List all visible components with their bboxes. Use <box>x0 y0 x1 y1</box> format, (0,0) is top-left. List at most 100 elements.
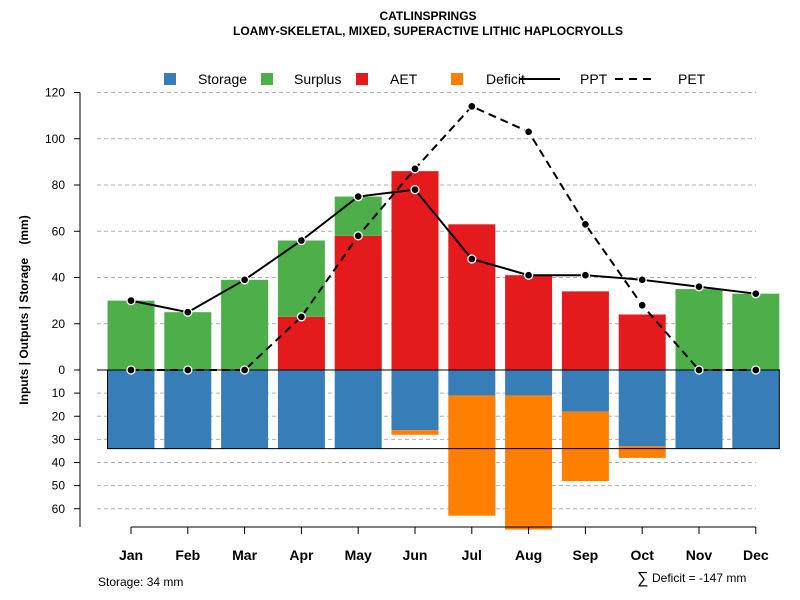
pet-point-apr <box>296 312 307 322</box>
ppt-point-nov <box>694 282 704 292</box>
y-tick-label: 60 <box>52 224 66 238</box>
bar-deficit-oct <box>618 446 666 458</box>
bar-surplus-jan <box>107 300 155 370</box>
pet-point-oct <box>637 300 647 310</box>
x-tick-label-mar: Mar <box>232 547 257 563</box>
bar-storage-aug <box>505 370 553 396</box>
ppt-point-feb <box>183 307 193 317</box>
ppt-point-jul <box>467 254 477 264</box>
bar-storage-jun <box>391 370 439 431</box>
bar-deficit-aug <box>505 395 553 530</box>
y-tick-label: 20 <box>52 317 66 331</box>
bar-storage-jan <box>107 370 155 449</box>
bar-aet-apr <box>277 316 325 370</box>
pet-point-may <box>353 231 363 241</box>
bar-deficit-jun <box>391 430 439 435</box>
bar-storage-dec <box>732 370 780 449</box>
x-tick-label-aug: Aug <box>515 547 542 563</box>
legend-aet-swatch <box>356 73 368 85</box>
bar-storage-sep <box>561 370 609 412</box>
y-tick-label: 40 <box>52 456 66 470</box>
ppt-point-dec <box>751 289 761 299</box>
deficit-note: Deficit = -147 mm <box>652 571 746 585</box>
bar-storage-apr <box>277 370 325 449</box>
bar-storage-jul <box>448 370 496 396</box>
ppt-point-apr <box>296 235 307 246</box>
y-tick-label: 120 <box>45 86 65 100</box>
ppt-point-sep <box>580 270 591 280</box>
ppt-point-oct <box>637 275 647 285</box>
y-tick-label: 100 <box>45 132 65 146</box>
bar-surplus-mar <box>221 279 269 370</box>
ppt-point-may <box>353 191 363 202</box>
bars <box>107 171 780 530</box>
x-tick-label-sep: Sep <box>573 547 599 563</box>
x-tick-label-feb: Feb <box>175 547 200 563</box>
ppt-line <box>130 188 756 314</box>
bar-surplus-apr <box>277 240 325 317</box>
pet-point-jan <box>126 365 136 375</box>
y-tick-label: 10 <box>52 386 66 400</box>
bar-storage-oct <box>618 370 666 447</box>
legend-pet-label: PET <box>678 71 706 87</box>
legend: Storage Surplus AET Deficit PPT PET <box>164 71 706 87</box>
axes: 0 20 40 60 80 100 120 10 20 30 40 50 60 Jan Feb Mar Apr M… <box>45 86 780 563</box>
pet-point-jun <box>410 164 420 174</box>
ppt-point-mar <box>239 275 250 285</box>
bar-surplus-nov <box>675 289 723 370</box>
ppt-point-aug <box>523 270 534 280</box>
pet-point-dec <box>751 365 761 375</box>
legend-surplus-swatch <box>261 73 273 85</box>
bar-surplus-dec <box>732 293 780 370</box>
pet-point-sep <box>580 219 591 229</box>
pet-line <box>131 105 756 371</box>
x-tick-label-jan: Jan <box>119 547 143 563</box>
legend-aet-label: AET <box>390 71 418 87</box>
legend-storage-label: Storage <box>198 71 247 87</box>
bar-aet-aug <box>505 275 553 370</box>
bar-storage-may <box>334 370 382 449</box>
y-tick-label: 20 <box>52 409 66 423</box>
bar-aet-jul <box>448 224 496 370</box>
pet-point-feb <box>183 365 193 375</box>
pet-point-aug <box>523 127 534 137</box>
x-tick-label-dec: Dec <box>743 547 769 563</box>
x-tick-label-oct: Oct <box>631 547 655 563</box>
y-axis-label: Inputs | Outputs | Storage (mm) <box>17 215 31 404</box>
legend-ppt-label: PPT <box>580 71 608 87</box>
bar-deficit-jul <box>448 395 496 516</box>
ppt-point-jan <box>126 295 136 306</box>
ppt-point-jun <box>410 184 420 195</box>
chart-title: CATLINSPRINGS <box>379 9 476 23</box>
bar-surplus-feb <box>164 312 212 370</box>
bar-aet-jun <box>391 171 439 370</box>
legend-deficit-label: Deficit <box>486 71 525 87</box>
y-tick-label: 60 <box>52 502 66 516</box>
bar-storage-mar <box>221 370 269 449</box>
y-tick-label: 80 <box>52 178 66 192</box>
x-tick-label-nov: Nov <box>686 547 713 563</box>
legend-deficit-swatch <box>451 73 463 85</box>
x-tick-label-apr: Apr <box>289 547 314 563</box>
x-tick-label-may: May <box>345 547 372 563</box>
bar-aet-may <box>334 235 382 370</box>
bar-storage-feb <box>164 370 212 449</box>
pet-point-nov <box>694 365 704 375</box>
y-tick-label: 0 <box>58 363 65 377</box>
pet-point-jul <box>467 101 477 112</box>
chart-subtitle: LOAMY-SKELETAL, MIXED, SUPERACTIVE LITHI… <box>233 24 623 38</box>
y-tick-label: 50 <box>52 479 66 493</box>
series-lines <box>126 101 761 375</box>
x-tick-label-jun: Jun <box>403 547 428 563</box>
storage-note: Storage: 34 mm <box>98 575 183 589</box>
bar-storage-nov <box>675 370 723 449</box>
y-tick-label: 40 <box>52 271 66 285</box>
y-tick-label: 30 <box>52 432 66 446</box>
bar-aet-sep <box>561 291 609 370</box>
pet-point-mar <box>239 365 250 375</box>
deficit-sum-symbol: ∑ <box>637 570 648 587</box>
bar-deficit-sep <box>561 411 609 481</box>
legend-surplus-label: Surplus <box>294 71 341 87</box>
legend-storage-swatch <box>164 73 176 85</box>
